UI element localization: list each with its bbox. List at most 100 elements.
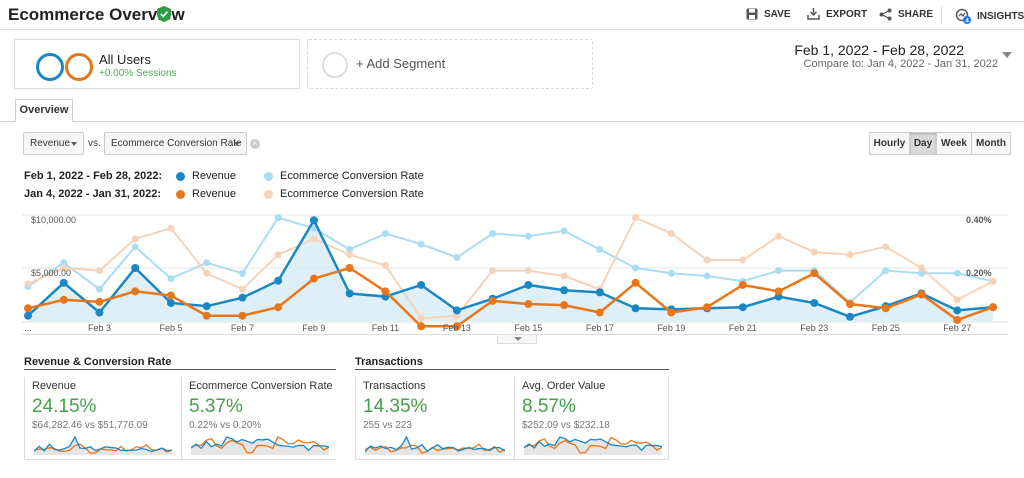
revenue-previous-point [417, 322, 426, 331]
revenue-previous-point [488, 296, 497, 305]
revenue-previous-line [27, 266, 994, 328]
card-bottom-border-1 [24, 459, 336, 460]
x-tick-label: Feb 19 [657, 323, 686, 333]
card-compare: 255 vs 223 [363, 420, 412, 431]
revenue-current-point [131, 264, 140, 272]
segment-name: All Users [99, 52, 152, 67]
sparkline [365, 435, 505, 455]
metric1-select[interactable]: Revenue [23, 132, 84, 155]
card-value: 24.15% [32, 396, 97, 417]
conv-current-dot-icon [264, 171, 274, 181]
legend-current-range: Feb 1, 2022 - Feb 28, 2022: [24, 170, 163, 182]
sparkline-current [365, 435, 505, 453]
granularity-day[interactable]: Day [909, 132, 937, 155]
conv-current-point [238, 269, 246, 277]
save-label: SAVE [764, 8, 791, 20]
conv-previous-point [775, 232, 783, 240]
revenue-previous-point [846, 300, 855, 309]
granularity-hourly[interactable]: Hourly [869, 132, 910, 155]
conv-previous-point [810, 248, 818, 256]
revenue-previous-point [95, 297, 104, 306]
revenue-current-point [452, 306, 461, 315]
conv-previous-point [846, 251, 854, 259]
conv-previous-point [60, 264, 68, 272]
card-compare: $252.09 vs $232.18 [522, 420, 610, 431]
conv-previous-point [489, 267, 497, 275]
revenue-current-point [238, 293, 247, 302]
date-range-compare[interactable]: Compare to: Jan 4, 2022 - Jan 31, 2022 [803, 58, 998, 70]
conv-previous-point [560, 272, 568, 280]
revenue-current-point [417, 280, 426, 289]
metric-card-avg-order-value[interactable]: Avg. Order Value 8.57% $252.09 vs $232.1… [514, 377, 669, 459]
chart-collapse-handle[interactable] [497, 335, 537, 344]
revenue-previous-point [703, 303, 712, 312]
verified-shield-icon [157, 6, 171, 22]
revenue-current-point [810, 298, 819, 307]
conv-previous-line [27, 216, 994, 320]
tab-overview[interactable]: Overview [15, 99, 73, 122]
clear-metric-icon[interactable]: × [250, 139, 260, 149]
sparkline-current [524, 436, 662, 451]
revenue-previous-point [381, 287, 390, 296]
card-name: Transactions [363, 380, 426, 392]
conv-current-point [918, 269, 926, 277]
add-segment-button[interactable]: + Add Segment [307, 39, 593, 89]
revenue-previous-point [202, 311, 211, 320]
save-button[interactable]: SAVE [746, 8, 791, 20]
share-button[interactable]: SHARE [879, 8, 933, 21]
metric-card-transactions[interactable]: Transactions 14.35% 255 vs 223 [355, 377, 514, 459]
date-range-main[interactable]: Feb 1, 2022 - Feb 28, 2022 [794, 42, 964, 58]
metric-card-conversion-rate[interactable]: Ecommerce Conversion Rate 5.37% 0.22% vs… [181, 377, 336, 459]
segment-sessions-change: +0.00% Sessions [99, 68, 177, 79]
conv-current-point [489, 230, 497, 238]
conv-previous-point [274, 251, 282, 259]
x-tick-label: Feb 3 [87, 323, 111, 333]
card-compare: 0.22% vs 0.20% [189, 420, 262, 431]
header-bar: Ecommerce Overview SAVE EXPORT SHARE [0, 0, 1024, 30]
revenue-previous-point [917, 290, 926, 299]
granularity-month[interactable]: Month [971, 132, 1011, 155]
metric-card-revenue[interactable]: Revenue 24.15% $64,282.46 vs $51,776.09 [24, 377, 181, 459]
group-title-transactions: Transactions [355, 356, 423, 368]
segment-all-users[interactable]: All Users +0.00% Sessions [14, 39, 300, 89]
date-range-caret-icon[interactable] [1002, 52, 1012, 58]
revenue-previous-point [560, 301, 569, 310]
card-value: 5.37% [189, 396, 243, 417]
x-tick-label: Feb 27 [943, 323, 972, 333]
metric2-select[interactable]: Ecommerce Conversion Rate [104, 132, 247, 155]
granularity-week[interactable]: Week [936, 132, 972, 155]
revenue-previous-point [166, 291, 175, 300]
y-tick-left: $5,000.00 [31, 268, 72, 278]
group-underline-1 [24, 369, 336, 370]
sparkline-current [191, 436, 329, 452]
chevron-down-icon [234, 142, 240, 146]
conv-previous-point [953, 296, 961, 304]
line-chart[interactable] [0, 206, 1024, 346]
conv-current-point [203, 259, 211, 267]
conv-current-point [167, 275, 175, 283]
insights-button[interactable]: 4 INSIGHTS [955, 8, 1024, 24]
conv-previous-point [24, 280, 32, 288]
conv-current-line [27, 216, 994, 304]
revenue-previous-point [24, 304, 32, 313]
sparkline-previous [365, 443, 505, 454]
insights-label: INSIGHTS [977, 10, 1024, 22]
conv-previous-point [310, 235, 318, 243]
conv-current-point [524, 232, 532, 240]
metric2-label: Ecommerce Conversion Rate [111, 138, 242, 149]
revenue-previous-point [274, 303, 283, 312]
add-segment-label: + Add Segment [356, 56, 446, 71]
x-tick-label: Feb 21 [728, 323, 757, 333]
revenue-current-point [59, 278, 68, 287]
export-button[interactable]: EXPORT [807, 8, 867, 20]
revenue-previous-point [989, 303, 997, 312]
y-tick-right: 0.20% [966, 268, 992, 278]
revenue-current-dot-icon [176, 171, 185, 181]
legend-previous: Jan 4, 2022 - Jan 31, 2022: Revenue Ecom… [24, 188, 446, 200]
card-name: Avg. Order Value [522, 380, 606, 392]
revenue-current-point [560, 286, 569, 295]
conv-previous-dot-icon [264, 189, 274, 199]
revenue-current-point [95, 308, 104, 317]
revenue-current-point [738, 303, 747, 312]
conv-previous-point [417, 314, 425, 322]
